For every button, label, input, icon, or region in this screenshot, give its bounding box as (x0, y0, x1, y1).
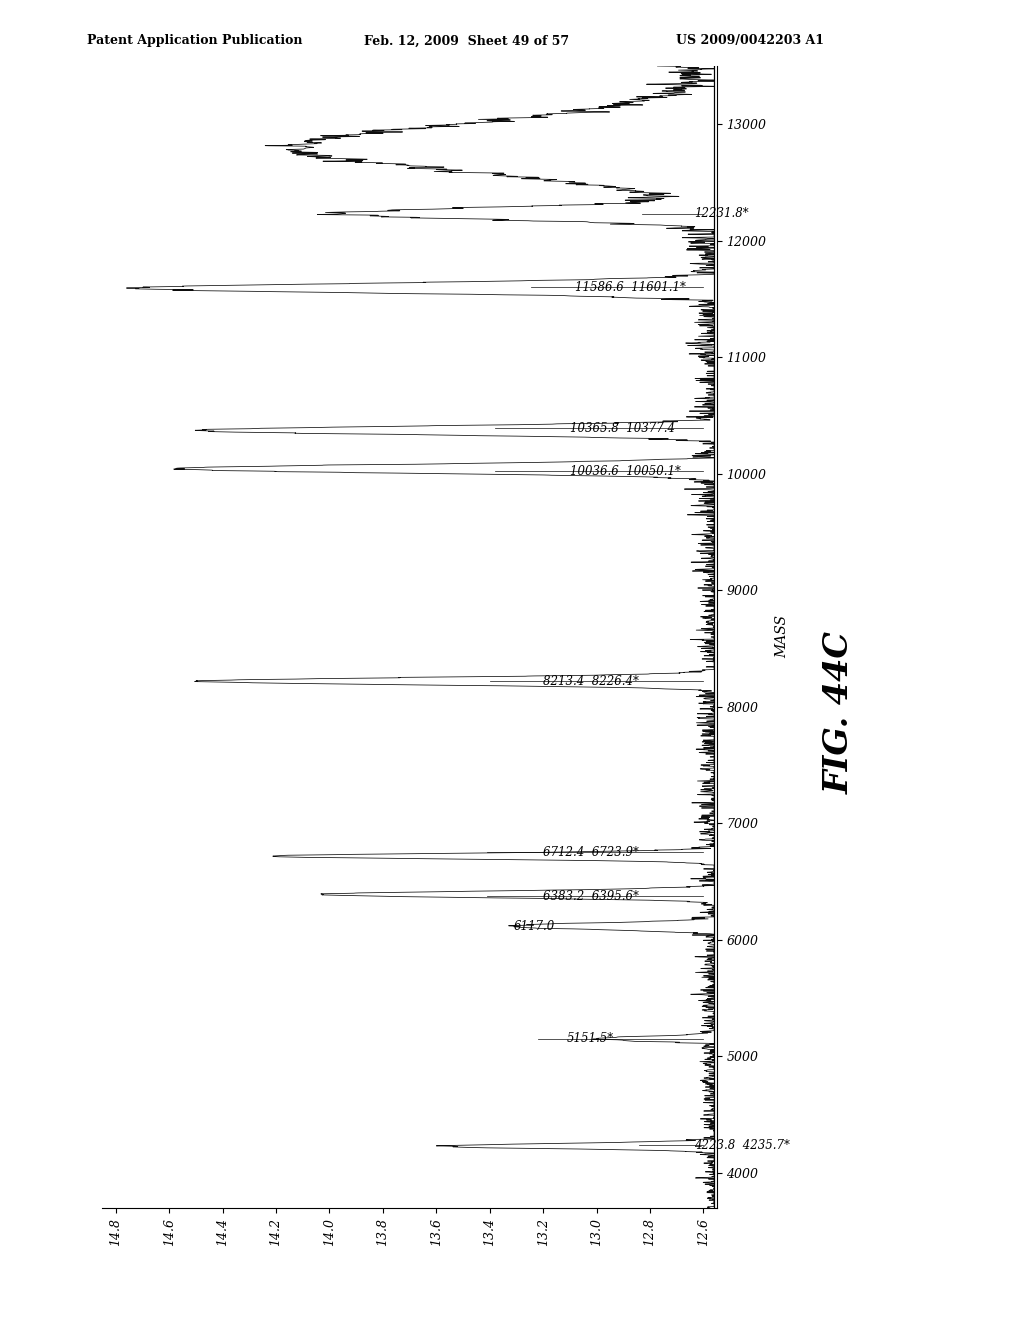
Text: Feb. 12, 2009  Sheet 49 of 57: Feb. 12, 2009 Sheet 49 of 57 (364, 34, 568, 48)
Text: 12231.8*: 12231.8* (694, 207, 749, 220)
Text: 10036.6  10050.1*: 10036.6 10050.1* (570, 465, 681, 478)
Text: 6383.2  6395.6*: 6383.2 6395.6* (543, 890, 639, 903)
Y-axis label: MASS: MASS (775, 615, 788, 659)
Text: 5151.5*: 5151.5* (567, 1032, 614, 1045)
Text: 6117.0: 6117.0 (514, 920, 555, 933)
Text: 6712.4  6723.9*: 6712.4 6723.9* (543, 846, 639, 859)
Text: 4223.8  4235.7*: 4223.8 4235.7* (694, 1139, 790, 1152)
Text: 11586.6  11601.1*: 11586.6 11601.1* (575, 281, 686, 294)
Text: 8213.4  8226.4*: 8213.4 8226.4* (543, 675, 639, 688)
Text: Patent Application Publication: Patent Application Publication (87, 34, 302, 48)
Text: US 2009/0042203 A1: US 2009/0042203 A1 (676, 34, 824, 48)
Text: 10365.8  10377.4: 10365.8 10377.4 (570, 422, 675, 434)
Text: FIG. 44C: FIG. 44C (823, 631, 856, 795)
